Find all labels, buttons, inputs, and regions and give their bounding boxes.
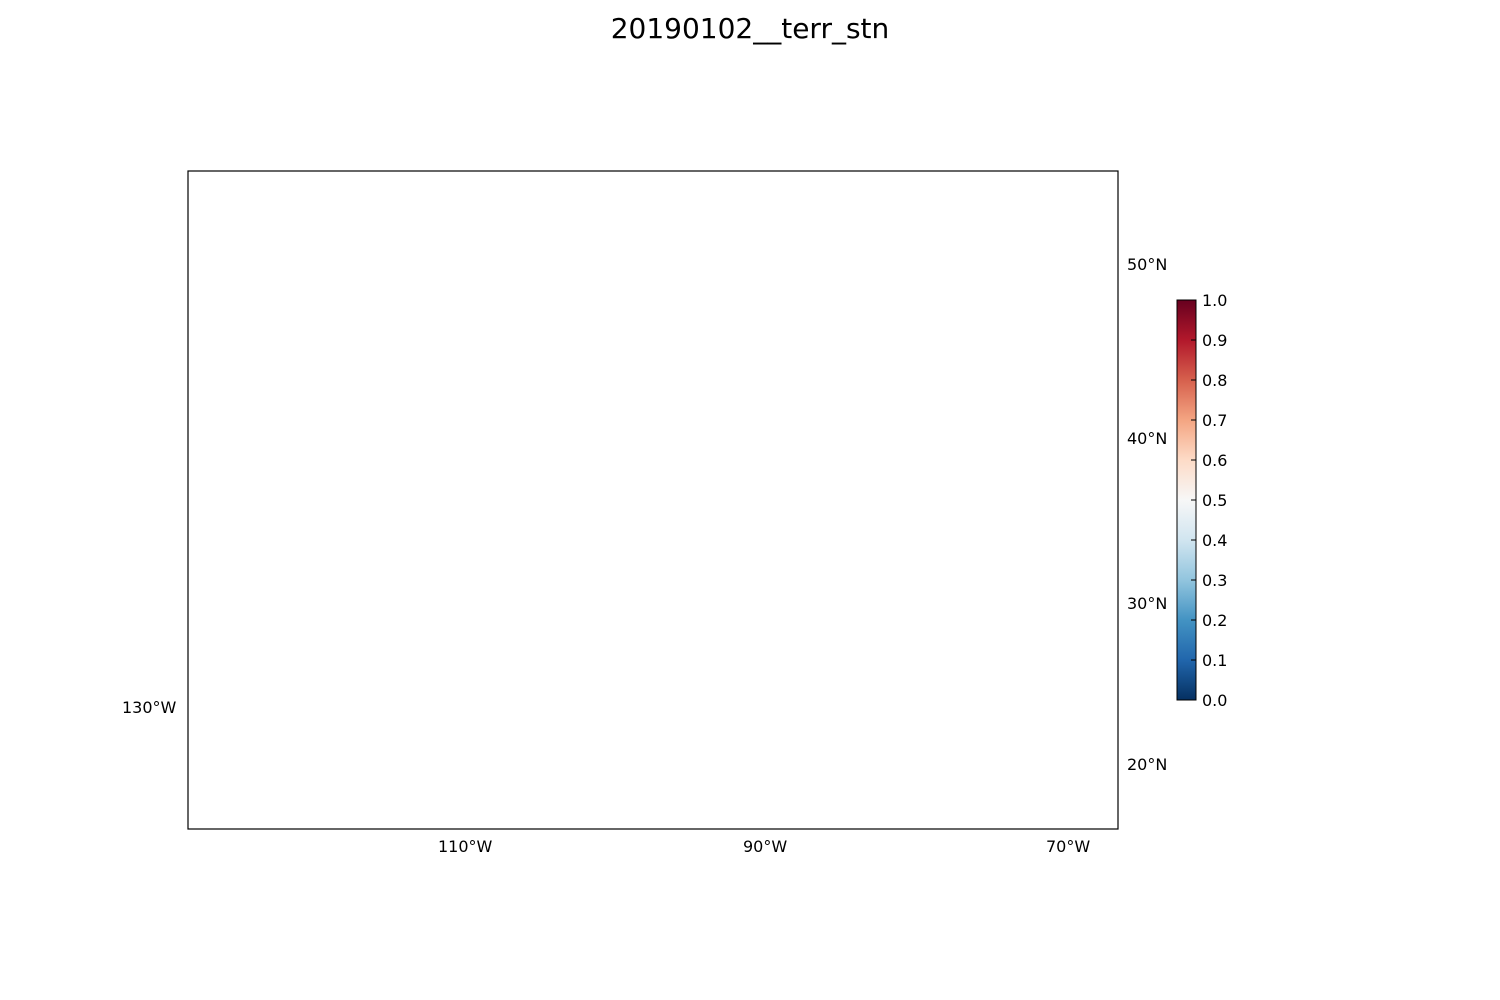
map-panel: 50°N 40°N 30°N 20°N 130°W 110°W 90°W 70°… xyxy=(0,0,1500,1000)
